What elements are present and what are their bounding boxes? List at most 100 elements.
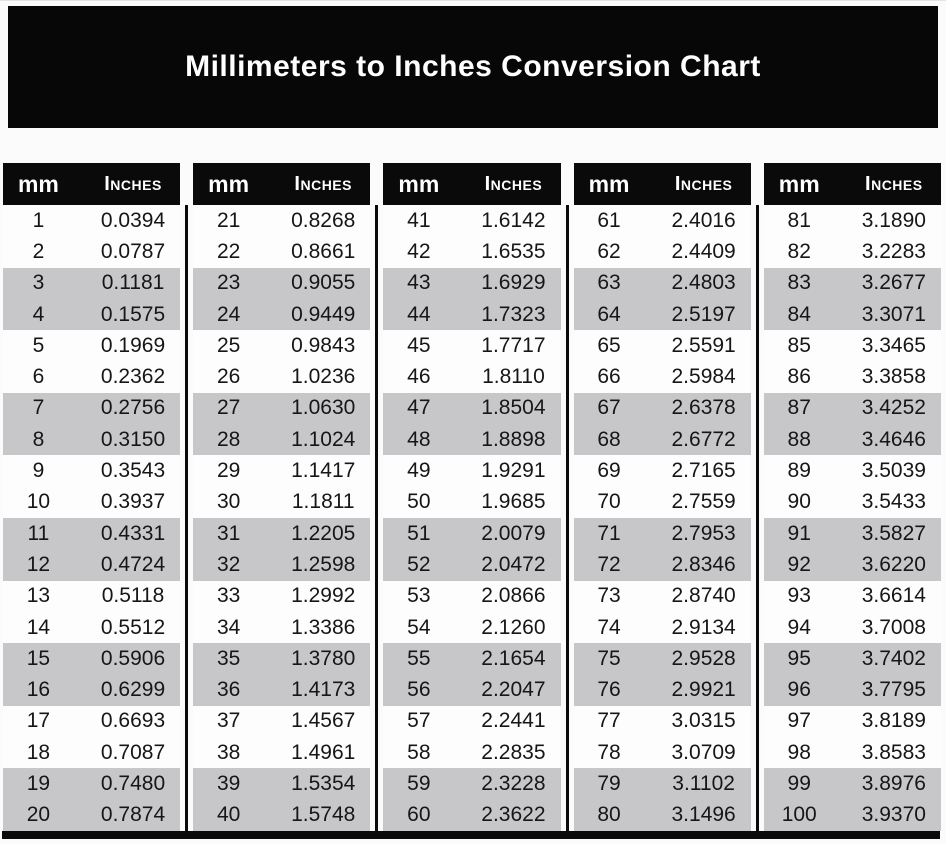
inches-value: 0.7480 xyxy=(100,771,166,795)
inches-value: 1.7717 xyxy=(481,333,546,357)
inches-value: 0.9843 xyxy=(291,333,356,357)
table-row: 47 1.8504 xyxy=(383,392,561,425)
table-row: 64 2.5197 xyxy=(573,298,751,331)
inches-value: 1.8504 xyxy=(481,396,546,420)
mm-value: 58 xyxy=(407,740,431,764)
mm-value: 15 xyxy=(26,646,51,670)
table-row: 3 0.1181 xyxy=(3,267,181,299)
mm-value: 62 xyxy=(597,239,621,263)
inches-value: 0.8268 xyxy=(291,208,356,232)
table-row: 80 3.1496 xyxy=(573,799,751,831)
mm-column-header: mm xyxy=(398,170,440,197)
mm-value: 9 xyxy=(32,459,45,483)
table-row: 16 0.6299 xyxy=(3,674,181,706)
mm-value: 17 xyxy=(26,709,51,733)
table-row: 45 1.7717 xyxy=(383,330,560,361)
table-row: 40 1.5748 xyxy=(193,799,371,831)
table-rows: 41 1.6142 42 1.6535 43 1.6929 44 1.7323 45 1.7717… xyxy=(383,205,561,831)
table-row: 20 0.7874 xyxy=(3,799,181,831)
table-header: mm Inches xyxy=(383,163,561,205)
mm-value: 76 xyxy=(597,678,621,702)
table-row: 59 2.3228 xyxy=(383,768,561,800)
table-row: 73 2.8740 xyxy=(574,581,751,612)
table-row: 37 1.4567 xyxy=(193,706,370,737)
mm-value: 37 xyxy=(216,709,241,733)
inches-value: 3.8583 xyxy=(861,740,926,764)
bottom-rule xyxy=(2,831,940,839)
table-row: 48 1.8898 xyxy=(383,424,561,456)
table-row: 61 2.4016 xyxy=(574,205,751,236)
mm-value: 28 xyxy=(216,427,241,451)
table-row: 8 0.3150 xyxy=(3,424,181,456)
table-row: 63 2.4803 xyxy=(573,267,751,299)
inches-value: 3.7008 xyxy=(861,615,926,639)
mm-value: 67 xyxy=(597,396,621,420)
inches-value: 2.3622 xyxy=(481,803,546,827)
mm-value: 95 xyxy=(787,646,811,670)
mm-value: 13 xyxy=(26,584,51,608)
mm-value: 63 xyxy=(597,271,621,295)
inches-value: 3.6614 xyxy=(861,584,926,608)
table-row: 74 2.9134 xyxy=(574,612,751,643)
table-row: 52 2.0472 xyxy=(383,549,561,581)
mm-value: 84 xyxy=(787,302,811,326)
table-row: 91 3.5827 xyxy=(763,517,941,550)
mm-value: 40 xyxy=(216,803,241,827)
mm-value: 48 xyxy=(407,427,431,451)
inches-value: 3.1890 xyxy=(861,208,926,232)
table-rows: 61 2.4016 62 2.4409 63 2.4803 64 2.5197 65 2.5591… xyxy=(573,205,751,831)
table-rows: 81 3.1890 82 3.2283 83 3.2677 84 3.3071 85 3.3465… xyxy=(763,205,941,831)
mm-value: 19 xyxy=(26,771,51,795)
inches-value: 3.3071 xyxy=(861,302,926,326)
inches-value: 3.8976 xyxy=(861,771,926,795)
table-row: 49 1.9291 xyxy=(383,455,560,486)
mm-value: 1 xyxy=(32,208,45,232)
inches-value: 3.5039 xyxy=(861,459,926,483)
table-row: 39 1.5354 xyxy=(193,768,371,800)
table-row: 26 1.0236 xyxy=(193,361,370,392)
table-row: 68 2.6772 xyxy=(573,424,751,456)
mm-value: 85 xyxy=(787,333,811,357)
inches-column-header: Inches xyxy=(865,172,923,195)
inches-value: 0.2756 xyxy=(100,396,166,420)
inches-value: 1.5354 xyxy=(291,771,356,795)
inches-value: 2.4409 xyxy=(671,239,736,263)
mm-value: 91 xyxy=(787,521,811,545)
conversion-table: mm Inches 41 1.6142 42 1.6535 43 1.6929 44 1.73… xyxy=(375,163,561,839)
mm-value: 59 xyxy=(407,771,431,795)
inches-value: 0.1969 xyxy=(100,333,166,357)
mm-value: 64 xyxy=(597,302,621,326)
table-row: 55 2.1654 xyxy=(383,643,561,675)
mm-value: 66 xyxy=(597,365,621,389)
table-rows: 1 0.0394 2 0.0787 3 0.1181 4 0.1575 5 0.1969 6 0.23… xyxy=(3,205,181,831)
mm-value: 20 xyxy=(26,803,51,827)
inches-value: 0.7087 xyxy=(100,740,166,764)
table-row: 87 3.4252 xyxy=(763,392,941,425)
table-row: 35 1.3780 xyxy=(193,643,371,675)
inches-value: 3.7795 xyxy=(861,678,926,702)
inches-value: 3.5433 xyxy=(861,490,926,514)
table-row: 51 2.0079 xyxy=(383,517,561,550)
conversion-table: mm Inches 61 2.4016 62 2.4409 63 2.4803 64 2.51… xyxy=(565,163,751,839)
mm-value: 11 xyxy=(27,521,50,545)
mm-value: 70 xyxy=(597,490,621,514)
table-row: 25 0.9843 xyxy=(193,330,370,361)
inches-value: 3.0315 xyxy=(671,709,736,733)
table-row: 82 3.2283 xyxy=(764,236,941,267)
table-row: 1 0.0394 xyxy=(3,205,180,236)
table-row: 28 1.1024 xyxy=(193,424,371,456)
table-row: 96 3.7795 xyxy=(763,674,941,706)
table-row: 11 0.4331 xyxy=(3,517,181,550)
inches-value: 3.4646 xyxy=(861,427,926,451)
mm-value: 30 xyxy=(216,490,241,514)
table-row: 54 2.1260 xyxy=(383,612,560,643)
table-row: 32 1.2598 xyxy=(193,549,371,581)
mm-value: 43 xyxy=(407,271,431,295)
mm-value: 25 xyxy=(216,333,241,357)
inches-value: 1.7323 xyxy=(481,302,546,326)
table-row: 24 0.9449 xyxy=(193,298,371,331)
mm-value: 55 xyxy=(407,646,431,670)
table-row: 6 0.2362 xyxy=(3,361,180,392)
mm-value: 88 xyxy=(787,427,811,451)
table-row: 10 0.3937 xyxy=(3,487,180,518)
